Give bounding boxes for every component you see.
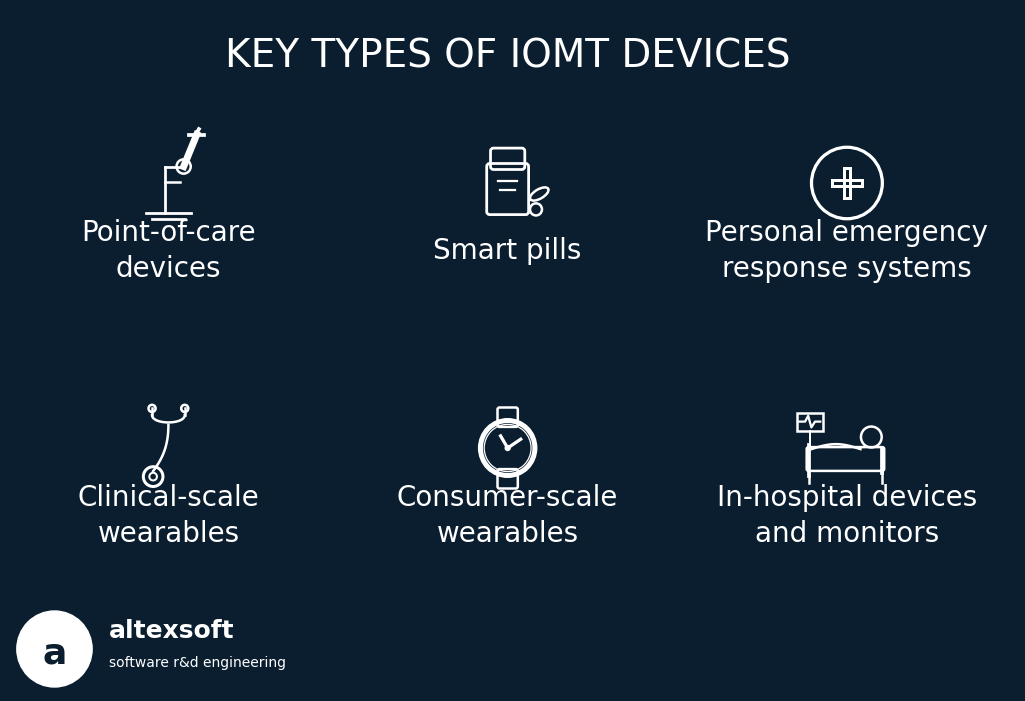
Text: altexsoft: altexsoft — [109, 619, 235, 643]
Circle shape — [16, 611, 92, 687]
Bar — [796, 412, 823, 430]
Text: In-hospital devices
and monitors: In-hospital devices and monitors — [716, 484, 977, 548]
Text: KEY TYPES OF IOMT DEVICES: KEY TYPES OF IOMT DEVICES — [224, 37, 790, 75]
Text: Smart pills: Smart pills — [434, 237, 582, 265]
Circle shape — [505, 446, 510, 451]
Bar — [844, 168, 850, 198]
Bar — [831, 179, 862, 186]
Text: Consumer-scale
wearables: Consumer-scale wearables — [397, 484, 618, 548]
Text: Clinical-scale
wearables: Clinical-scale wearables — [78, 484, 259, 548]
Text: Point-of-care
devices: Point-of-care devices — [81, 219, 255, 283]
Text: software r&d engineering: software r&d engineering — [109, 656, 286, 670]
Text: Personal emergency
response systems: Personal emergency response systems — [705, 219, 988, 283]
Text: a: a — [42, 636, 67, 670]
